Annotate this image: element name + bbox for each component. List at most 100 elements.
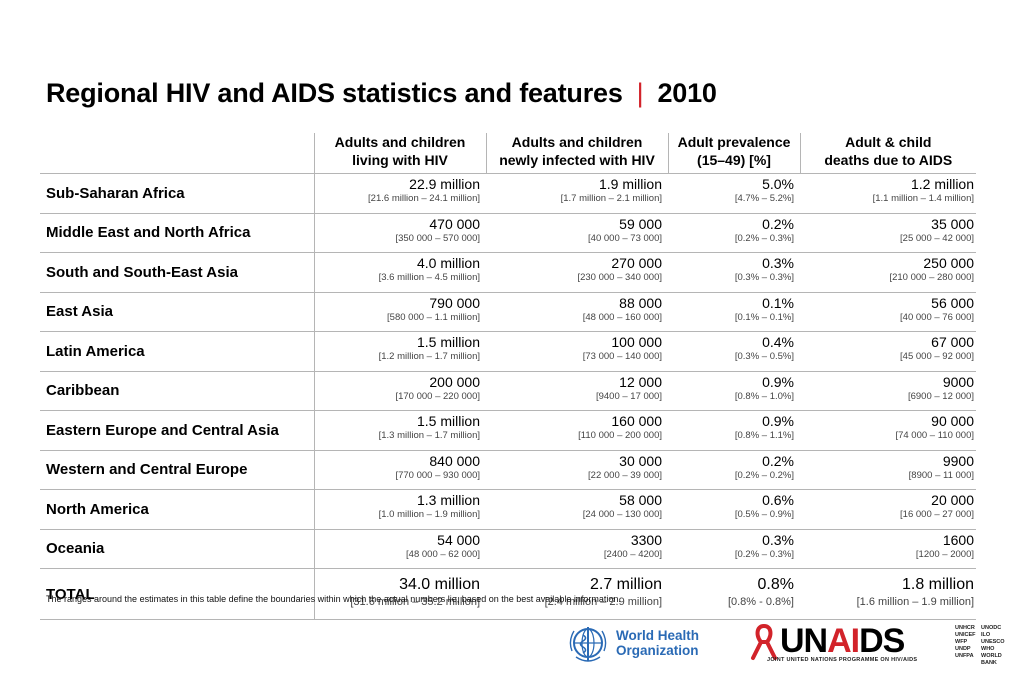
column-header-line: Adult prevalence: [677, 134, 791, 150]
stat-value: 88 000: [619, 294, 662, 311]
stat-cell: 250 000 [210 000 – 280 000]: [800, 252, 976, 293]
stat-value: 0.9%: [762, 373, 794, 390]
stat-cell: 1.3 million [1.0 million – 1.9 million]: [314, 489, 486, 530]
who-line: Organization: [616, 643, 699, 658]
stat-cell: 22.9 million [21.6 million – 24.1 million…: [314, 173, 486, 214]
who-line: World Health: [616, 628, 700, 643]
table-row: Sub-Saharan Africa 22.9 million [21.6 mill…: [40, 173, 976, 214]
footnote: The ranges around the estimates in this …: [46, 594, 621, 604]
stat-range: [22 000 – 39 000]: [588, 469, 662, 481]
stat-cell: 4.0 million [3.6 million – 4.5 million]: [314, 252, 486, 293]
stat-range: [350 000 – 570 000]: [395, 232, 480, 244]
column-header-line: Adults and children: [334, 134, 466, 150]
stat-cell: 54 000 [48 000 – 62 000]: [314, 529, 486, 569]
stat-value: 790 000: [429, 294, 480, 311]
stat-range: [40 000 – 76 000]: [900, 311, 974, 323]
stat-range: [0.1% – 0.1%]: [734, 311, 794, 323]
stat-cell: 59 000 [40 000 – 73 000]: [486, 213, 668, 253]
column-header-living: Adults and children living with HIV: [314, 133, 487, 174]
stat-cell: 90 000 [74 000 – 110 000]: [800, 410, 976, 451]
stat-cell: 0.9% [0.8% – 1.1%]: [668, 410, 800, 451]
stat-range: [16 000 – 27 000]: [900, 509, 974, 520]
stat-range: [9400 – 17 000]: [595, 390, 662, 402]
stat-value: 1600: [942, 531, 974, 548]
stat-value: 200 000: [429, 373, 480, 390]
stat-range: [24 000 – 130 000]: [582, 509, 662, 520]
stat-cell: 12 000 [9400 – 17 000]: [486, 371, 668, 411]
stat-cell: 0.2% [0.2% – 0.3%]: [668, 213, 800, 253]
column-header-line: Adults and children: [511, 134, 643, 150]
stat-range: [21.6 million – 24.1 million]: [368, 193, 480, 204]
stat-value: 0.4%: [762, 334, 794, 350]
stat-cell: 470 000 [350 000 – 570 000]: [314, 213, 486, 253]
stat-cell: 790 000 [580 000 – 1.1 million]: [314, 292, 486, 332]
stat-range: [0.2% – 0.3%]: [734, 548, 794, 560]
stat-range: [0.3% – 0.5%]: [734, 351, 794, 362]
title-year: 2010: [657, 78, 717, 108]
stat-cell: 1.5 million [1.3 million – 1.7 million]: [314, 410, 486, 451]
stat-value: 67 000: [931, 334, 974, 350]
stat-value: 22.9 million: [409, 176, 480, 192]
column-header-line: deaths due to AIDS: [824, 152, 953, 168]
stat-value: 9000: [942, 373, 974, 390]
stat-value: 1.3 million: [416, 492, 480, 508]
stat-value: 0.3%: [762, 531, 794, 548]
stat-range: [0.8% – 1.0%]: [734, 390, 794, 402]
stat-cell: 0.9% [0.8% – 1.0%]: [668, 371, 800, 411]
stat-cell: 34.0 million [31.6 million – 35.2 million…: [314, 568, 486, 620]
stat-cell: 1.5 million [1.2 million – 1.7 million]: [314, 331, 486, 372]
stat-range: [48 000 – 160 000]: [582, 311, 662, 323]
region-name: Western and Central Europe: [40, 450, 315, 490]
stat-value: 100 000: [611, 334, 662, 350]
stat-cell: 5.0% [4.7% – 5.2%]: [668, 173, 800, 214]
who-logo: World Health Organization: [566, 622, 699, 664]
stat-range: [6900 – 12 000]: [907, 390, 974, 402]
column-header-newly-infected: Adults and children newly infected with …: [486, 133, 669, 174]
table-row: Western and Central Europe 840 000 [770 00…: [40, 450, 976, 490]
stat-value: 1.9 million: [598, 176, 662, 192]
stat-value: 90 000: [931, 413, 974, 429]
stat-range: [0.8% – 1.1%]: [734, 430, 794, 441]
stat-range: [74 000 – 110 000]: [895, 430, 974, 441]
stat-range: [210 000 – 280 000]: [889, 272, 974, 283]
unaids-subtitle: JOINT UNITED NATIONS PROGRAMME ON HIV/AI…: [767, 657, 918, 663]
stat-value: 250 000: [923, 255, 974, 271]
stat-range: [110 000 – 200 000]: [578, 430, 662, 441]
table-row: Middle East and North Africa 470 000 [350 …: [40, 213, 976, 253]
stat-value: 840 000: [429, 452, 480, 469]
stat-cell: 0.3% [0.3% – 0.3%]: [668, 252, 800, 293]
stat-value: 4.0 million: [416, 255, 480, 271]
table-row: East Asia 790 000 [580 000 – 1.1 million] 8…: [40, 292, 976, 332]
region-name: TOTAL: [40, 568, 315, 620]
stat-range: [1.1 million – 1.4 million]: [872, 193, 974, 204]
who-wordmark: World Health Organization: [616, 628, 699, 658]
stat-value: 1.5 million: [416, 413, 480, 429]
stat-value: 0.2%: [762, 215, 794, 232]
stat-value: 0.1%: [762, 294, 794, 311]
who-emblem-icon: [569, 627, 607, 662]
stat-value: 0.9%: [762, 413, 794, 429]
stat-range: [0.2% – 0.3%]: [734, 232, 794, 244]
stat-range: [45 000 – 92 000]: [900, 351, 974, 362]
stat-range: [170 000 – 220 000]: [395, 390, 480, 402]
cosponsor-name: WFP: [955, 639, 968, 645]
region-name: East Asia: [40, 292, 315, 332]
stat-cell: 2.7 million [2.4 million – 2.9 million]: [486, 568, 668, 620]
stat-cell: 9000 [6900 – 12 000]: [800, 371, 976, 411]
title-separator: |: [636, 78, 644, 108]
stat-value: 160 000: [611, 413, 662, 429]
column-header-region: [40, 133, 315, 174]
cosponsor-name: UNODC: [981, 625, 1002, 631]
stat-cell: 160 000 [110 000 – 200 000]: [486, 410, 668, 451]
stat-range: [48 000 – 62 000]: [406, 548, 480, 560]
stat-cell: 35 000 [25 000 – 42 000]: [800, 213, 976, 253]
region-name: Sub-Saharan Africa: [40, 173, 315, 214]
stat-value: 30 000: [619, 452, 662, 469]
table-row: South and South-East Asia 4.0 million [3.6…: [40, 252, 976, 293]
stat-value: 2.7 million: [589, 576, 662, 593]
column-header-line: living with HIV: [352, 152, 448, 168]
column-header-prevalence: Adult prevalence (15–49) [%]: [668, 133, 801, 174]
stat-range: [73 000 – 140 000]: [582, 351, 662, 362]
stat-value: 1.8 million: [901, 576, 974, 593]
cosponsor-name: UNESCO: [981, 639, 1005, 645]
